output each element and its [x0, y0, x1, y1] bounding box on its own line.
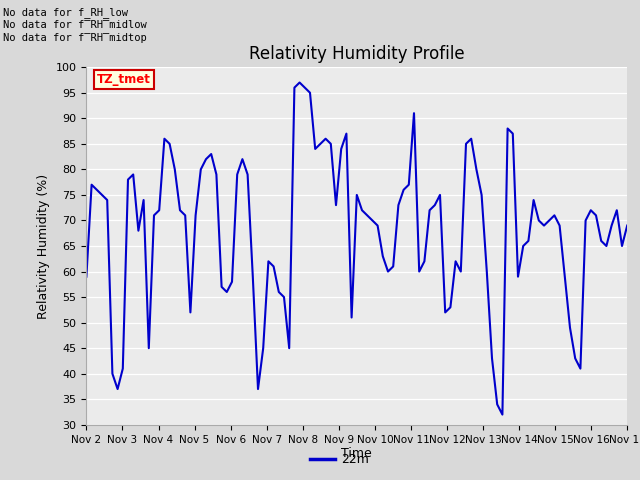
Legend: 22m: 22m: [305, 448, 374, 471]
Text: No data for f̅RH̅midtop: No data for f̅RH̅midtop: [3, 33, 147, 43]
Text: No data for f̅RH̅midlow: No data for f̅RH̅midlow: [3, 20, 147, 30]
Y-axis label: Relativity Humidity (%): Relativity Humidity (%): [37, 173, 50, 319]
X-axis label: Time: Time: [341, 447, 372, 460]
Title: Relativity Humidity Profile: Relativity Humidity Profile: [249, 45, 465, 63]
Text: TZ_tmet: TZ_tmet: [97, 72, 151, 85]
Text: No data for f_RH_low: No data for f_RH_low: [3, 7, 128, 18]
